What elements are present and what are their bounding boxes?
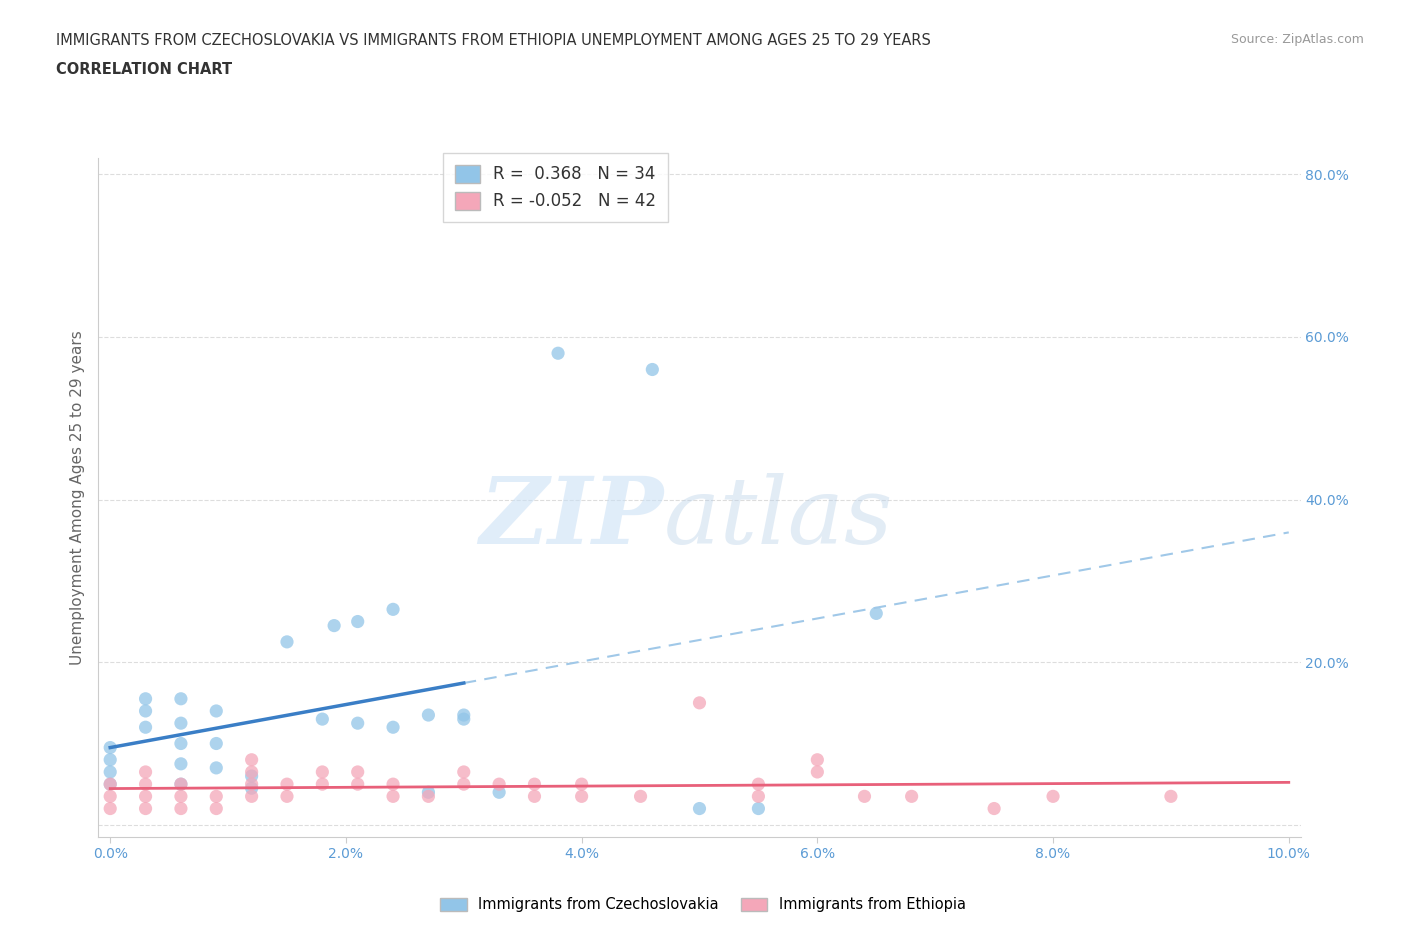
Point [806,752,828,767]
Point [135,691,157,706]
Point [488,785,510,800]
Point [900,789,922,804]
Point [311,711,333,726]
Point [170,789,193,804]
Text: Source: ZipAtlas.com: Source: ZipAtlas.com [1230,33,1364,46]
Point [747,801,769,816]
Point [453,708,475,723]
Text: ZIP: ZIP [479,473,664,563]
Point [1160,789,1182,804]
Point [98,801,121,816]
Y-axis label: Unemployment Among Ages 25 to 29 years: Unemployment Among Ages 25 to 29 years [70,330,86,665]
Point [323,618,346,633]
Point [382,777,405,791]
Point [571,777,593,791]
Point [276,789,298,804]
Point [547,346,569,361]
Point [240,777,263,791]
Legend: Immigrants from Czechoslovakia, Immigrants from Ethiopia: Immigrants from Czechoslovakia, Immigran… [434,891,972,918]
Point [240,752,263,767]
Point [453,777,475,791]
Text: IMMIGRANTS FROM CZECHOSLOVAKIA VS IMMIGRANTS FROM ETHIOPIA UNEMPLOYMENT AMONG AG: IMMIGRANTS FROM CZECHOSLOVAKIA VS IMMIGR… [56,33,931,47]
Text: CORRELATION CHART: CORRELATION CHART [56,62,232,77]
Point [135,789,157,804]
Point [523,789,546,804]
Point [983,801,1005,816]
Point [135,801,157,816]
Point [240,789,263,804]
Point [641,362,664,377]
Point [170,716,193,731]
Point [98,777,121,791]
Point [346,777,368,791]
Point [170,691,193,706]
Point [135,703,157,718]
Point [276,634,298,649]
Point [205,736,228,751]
Point [98,752,121,767]
Point [806,764,828,779]
Point [240,768,263,783]
Point [98,764,121,779]
Point [98,789,121,804]
Point [1042,789,1064,804]
Point [747,789,769,804]
Point [205,789,228,804]
Point [346,764,368,779]
Point [135,764,157,779]
Point [523,777,546,791]
Point [418,785,440,800]
Point [170,777,193,791]
Point [240,781,263,796]
Point [488,777,510,791]
Point [382,602,405,617]
Point [311,777,333,791]
Point [205,703,228,718]
Point [170,801,193,816]
Point [135,720,157,735]
Point [853,789,876,804]
Point [276,777,298,791]
Point [346,716,368,731]
Point [630,789,652,804]
Point [688,696,710,711]
Point [453,764,475,779]
Point [205,761,228,776]
Point [418,789,440,804]
Point [382,789,405,804]
Point [311,764,333,779]
Point [98,777,121,791]
Point [382,720,405,735]
Point [688,801,710,816]
Point [170,756,193,771]
Legend: R =  0.368   N = 34, R = -0.052   N = 42: R = 0.368 N = 34, R = -0.052 N = 42 [443,153,668,222]
Point [865,606,887,621]
Point [571,789,593,804]
Point [240,764,263,779]
Text: atlas: atlas [664,473,893,563]
Point [170,777,193,791]
Point [747,777,769,791]
Point [205,801,228,816]
Point [453,711,475,726]
Point [346,614,368,629]
Point [98,740,121,755]
Point [170,736,193,751]
Point [135,777,157,791]
Point [418,708,440,723]
